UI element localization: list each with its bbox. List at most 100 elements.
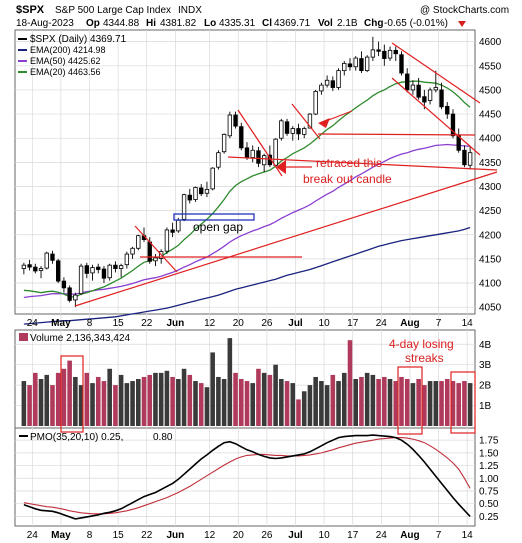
- volume-bar: [256, 368, 261, 426]
- volume-bar: [113, 385, 118, 426]
- volume-bar: [382, 376, 387, 426]
- price-y-tick-label: 4300: [479, 182, 502, 193]
- ema20-line: [23, 80, 471, 298]
- volume-bar: [284, 381, 290, 426]
- price-panel: [14, 29, 476, 315]
- candle-body: [84, 265, 89, 274]
- candle-body: [416, 84, 421, 98]
- pmo-y-tick-label: 1.50: [479, 448, 499, 459]
- volume-bar: [78, 385, 84, 426]
- price-y-tick-label: 4400: [479, 134, 502, 145]
- volume-bar: [467, 383, 473, 426]
- volume-legend-swatch: [19, 333, 28, 341]
- downtrend-line-jun: [237, 109, 283, 177]
- candle-body: [181, 194, 187, 220]
- chart-watermark: @ StockCharts.com: [420, 5, 509, 16]
- x-tick-label-bottom: 15: [113, 530, 125, 541]
- volume-bar: [33, 372, 38, 426]
- volume-bar: [176, 379, 181, 426]
- quote-change-label: Chg: [364, 18, 383, 29]
- x-tick-label-top: 20: [233, 318, 245, 329]
- candle-body: [187, 194, 192, 201]
- x-tick-label-top: Aug: [400, 318, 419, 329]
- chart-symbol: $SPX: [16, 4, 45, 16]
- arrow-icon-breakout: [276, 160, 286, 174]
- volume-bar: [164, 370, 170, 426]
- candle-body: [118, 265, 124, 269]
- ema50-line: [23, 143, 471, 299]
- retraced-label-line2: break out candle: [303, 172, 392, 186]
- pmo-y-tick-label: 1.00: [479, 474, 499, 485]
- candle-body: [61, 280, 67, 289]
- candle-body: [96, 266, 101, 270]
- x-tick-label-top: 12: [204, 318, 216, 329]
- x-tick-label-top: 24: [376, 318, 388, 329]
- arrow-shaft-july: [325, 110, 353, 122]
- candle-body: [73, 294, 78, 301]
- candle-body: [50, 253, 55, 261]
- volume-bar: [101, 381, 107, 426]
- candle-body: [56, 260, 61, 282]
- volume-bar: [370, 374, 376, 426]
- quote-low: 4335.31: [219, 18, 256, 29]
- candle-body: [296, 128, 301, 135]
- volume-highlight-end: [450, 371, 476, 434]
- volume-bar: [439, 381, 444, 426]
- x-tick-label-bottom: May: [51, 530, 71, 541]
- candle-body: [67, 287, 72, 301]
- candle-body: [227, 114, 233, 137]
- candle-body: [107, 264, 112, 279]
- x-tick-label-top: 14: [462, 318, 474, 329]
- candle-body: [405, 73, 410, 91]
- candle-body: [302, 128, 307, 135]
- quote-volume: 2.1B: [337, 18, 358, 29]
- volume-bar: [221, 379, 227, 426]
- candle-body: [445, 105, 450, 115]
- pmo-y-tick-label: 0.75: [479, 486, 499, 497]
- horizontal-line-4350: [227, 156, 498, 171]
- candle-body: [33, 266, 38, 272]
- price-y-tick-label: 4200: [479, 230, 502, 241]
- candle-body: [204, 188, 210, 194]
- volume-bar: [427, 381, 433, 426]
- candle-body: [233, 114, 238, 127]
- quote-open: 4344.88: [103, 18, 140, 29]
- candle-body: [467, 152, 473, 166]
- volume-highlight-may: [60, 355, 84, 433]
- x-tick-label-top: 8: [87, 318, 93, 329]
- price-y-tick-label: 4600: [479, 37, 502, 48]
- candle-body: [256, 150, 261, 164]
- candle-body: [387, 49, 393, 59]
- volume-bar: [238, 379, 244, 426]
- candle-body: [130, 247, 135, 255]
- candle-body: [147, 241, 152, 262]
- legend-ema50: EMA(50) 4425.62: [30, 56, 101, 66]
- losing-streaks-line1: 4-day losing: [389, 337, 454, 351]
- volume-bar: [27, 385, 32, 426]
- volume-bar: [233, 372, 238, 426]
- quote-date: 18-Aug-2023: [16, 18, 74, 29]
- candle-body: [359, 58, 364, 72]
- volume-bar: [44, 374, 50, 426]
- quote-change: -0.65 (-0.01%): [384, 18, 448, 29]
- quote-close: 4369.71: [274, 18, 311, 29]
- price-y-tick-label: 4150: [479, 254, 502, 265]
- volume-bar: [330, 374, 336, 426]
- volume-bar: [141, 376, 147, 426]
- quote-volume-label: Vol: [318, 18, 333, 29]
- price-y-tick-label: 4100: [479, 279, 502, 290]
- candle-body: [239, 126, 244, 149]
- volume-bar: [107, 368, 112, 426]
- candle-body: [353, 57, 358, 68]
- volume-bar: [187, 374, 193, 426]
- x-tick-label-top: 17: [347, 318, 359, 329]
- x-tick-label-top: 10: [319, 318, 331, 329]
- volume-bar: [84, 372, 90, 426]
- volume-bar: [90, 383, 95, 426]
- volume-bar: [210, 352, 215, 426]
- price-y-tick-label: 4250: [479, 206, 502, 217]
- x-tick-label-bottom: 17: [347, 530, 359, 541]
- x-tick-label-bottom: 20: [233, 530, 245, 541]
- volume-bar: [404, 379, 410, 426]
- volume-bar: [181, 368, 187, 426]
